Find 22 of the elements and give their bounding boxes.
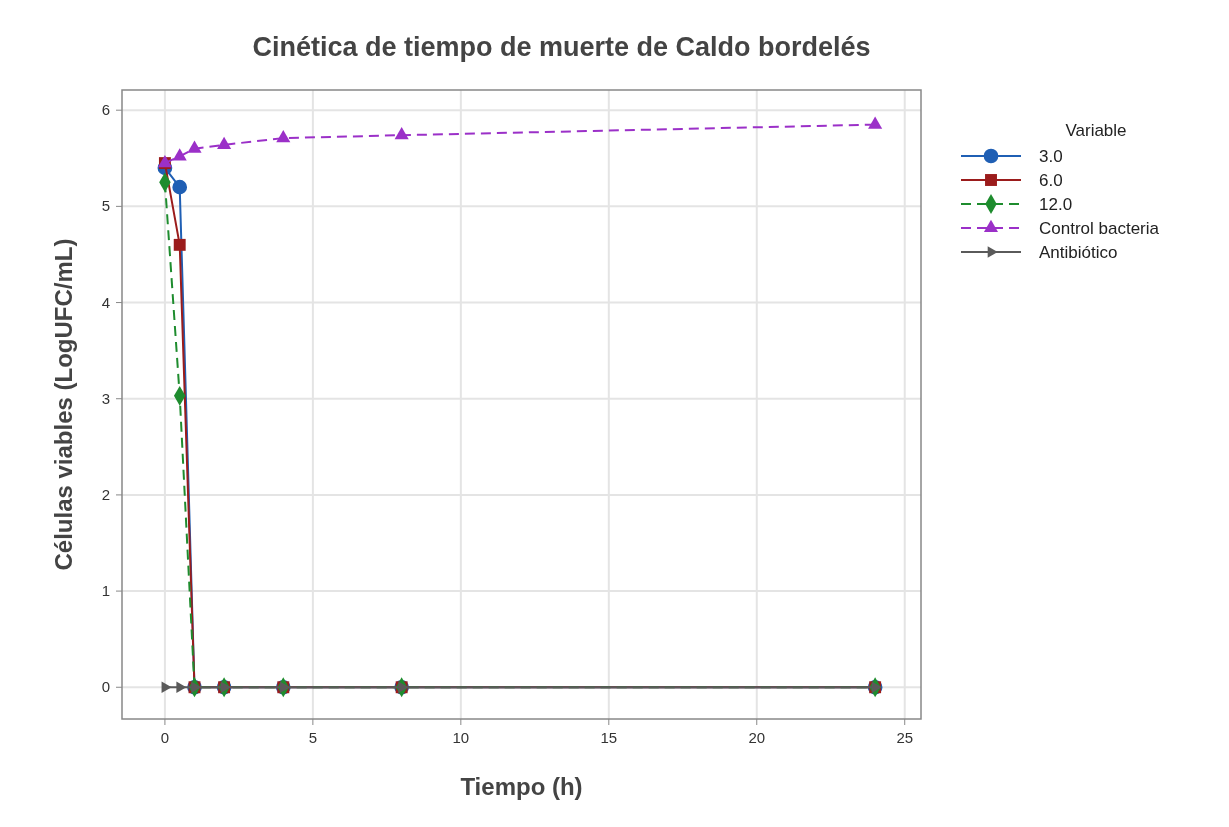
- y-tick-label: 2: [101, 485, 110, 503]
- x-tick-label: 15: [600, 729, 618, 746]
- legend-title: Variable: [1065, 121, 1127, 140]
- y-tick-label: 4: [101, 293, 110, 311]
- legend-label: Antibiótico: [1039, 243, 1118, 262]
- x-tick-label: 20: [748, 729, 766, 746]
- legend-label: Control bacteria: [1039, 219, 1160, 238]
- x-tick-label: 10: [452, 729, 470, 746]
- y-tick-label: 5: [101, 197, 110, 215]
- chart-title: Cinética de tiempo de muerte de Caldo bordelés: [252, 32, 871, 62]
- x-axis-title: Tiempo (h): [460, 773, 583, 800]
- y-tick-label: 3: [101, 389, 110, 407]
- y-tick-label: 1: [101, 582, 110, 600]
- legend-label: 6.0: [1039, 171, 1063, 190]
- y-tick-label: 0: [101, 678, 110, 696]
- legend-label: 3.0: [1039, 147, 1063, 166]
- x-tick-label: 5: [308, 729, 318, 746]
- legend-label: 12.0: [1039, 195, 1073, 214]
- x-tick-label: 25: [896, 729, 914, 746]
- x-tick-label: 0: [160, 729, 170, 746]
- y-tick-label: 6: [101, 101, 110, 119]
- y-axis-title: Células viables (LogUFC/mL): [50, 238, 77, 571]
